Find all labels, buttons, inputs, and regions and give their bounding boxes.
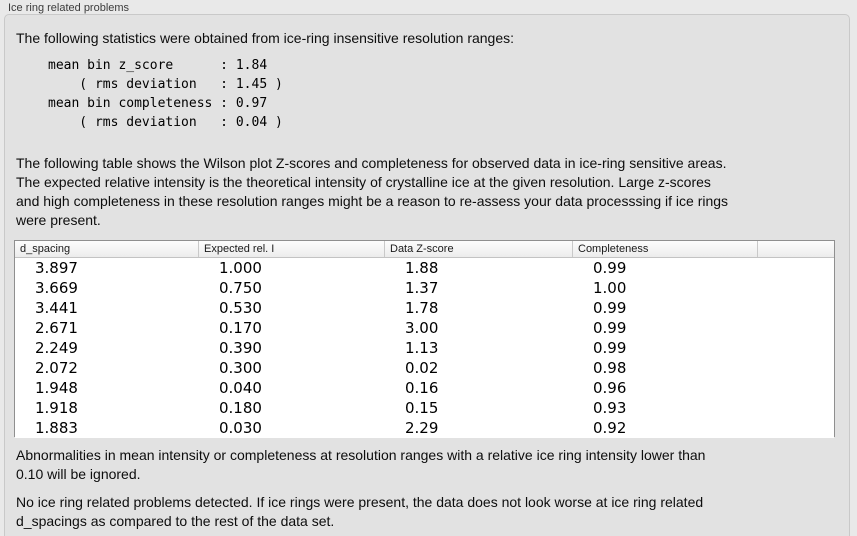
table-cell: 0.99 bbox=[593, 259, 627, 277]
table-cell: 0.040 bbox=[219, 379, 262, 397]
column-header-d-spacing[interactable]: d_spacing bbox=[15, 241, 199, 257]
table-cell: 0.030 bbox=[219, 419, 262, 437]
table-cell: 1.88 bbox=[405, 259, 439, 277]
table-cell: 2.671 bbox=[35, 319, 78, 337]
table-body: 3.897 1.000 1.88 0.99 3.669 0.750 1.37 1.00 3.44… bbox=[15, 258, 834, 438]
table-row[interactable]: 3.897 1.000 1.88 0.99 bbox=[15, 258, 834, 278]
table-row[interactable]: 2.072 0.300 0.02 0.98 bbox=[15, 358, 834, 378]
table-row[interactable]: 1.948 0.040 0.16 0.96 bbox=[15, 378, 834, 398]
table-header-row: d_spacing Expected rel. I Data Z-score Comp… bbox=[15, 241, 834, 258]
table-row[interactable]: 1.918 0.180 0.15 0.93 bbox=[15, 398, 834, 418]
table-cell: 0.16 bbox=[405, 379, 439, 397]
table-row[interactable]: 3.669 0.750 1.37 1.00 bbox=[15, 278, 834, 298]
table-cell: 3.669 bbox=[35, 279, 78, 297]
column-header-empty[interactable] bbox=[758, 241, 834, 257]
table-cell: 0.99 bbox=[593, 299, 627, 317]
table-cell: 0.300 bbox=[219, 359, 262, 377]
ice-ring-table: d_spacing Expected rel. I Data Z-score Comp… bbox=[14, 240, 835, 438]
column-header-expected-rel-i[interactable]: Expected rel. I bbox=[199, 241, 385, 257]
table-cell: 0.93 bbox=[593, 399, 627, 417]
table-cell: 1.78 bbox=[405, 299, 439, 317]
column-header-data-z-score[interactable]: Data Z-score bbox=[385, 241, 573, 257]
table-cell: 3.897 bbox=[35, 259, 78, 277]
table-cell: 1.13 bbox=[405, 339, 439, 357]
groupbox-title: Ice ring related problems bbox=[8, 2, 130, 14]
table-cell: 0.750 bbox=[219, 279, 262, 297]
table-cell: 0.15 bbox=[405, 399, 439, 417]
table-row[interactable]: 3.441 0.530 1.78 0.99 bbox=[15, 298, 834, 318]
ignore-note-text: Abnormalities in mean intensity or compl… bbox=[16, 447, 706, 482]
table-description-text: The following table shows the Wilson plo… bbox=[16, 155, 729, 228]
table-cell: 1.948 bbox=[35, 379, 78, 397]
table-cell: 1.000 bbox=[219, 259, 262, 277]
table-cell: 2.072 bbox=[35, 359, 78, 377]
table-row[interactable]: 2.249 0.390 1.13 0.99 bbox=[15, 338, 834, 358]
table-cell: 0.96 bbox=[593, 379, 627, 397]
table-cell: 0.390 bbox=[219, 339, 262, 357]
table-cell: 2.29 bbox=[405, 419, 439, 437]
table-cell: 0.98 bbox=[593, 359, 627, 377]
table-cell: 1.00 bbox=[593, 279, 627, 297]
table-row[interactable]: 1.883 0.030 2.29 0.92 bbox=[15, 418, 834, 438]
conclusion-text: No ice ring related problems detected. I… bbox=[16, 494, 704, 529]
table-cell: 1.37 bbox=[405, 279, 439, 297]
table-cell: 0.92 bbox=[593, 419, 627, 437]
table-cell: 0.170 bbox=[219, 319, 262, 337]
column-header-completeness[interactable]: Completeness bbox=[573, 241, 758, 257]
table-cell: 1.918 bbox=[35, 399, 78, 417]
table-cell: 0.99 bbox=[593, 319, 627, 337]
table-cell: 1.883 bbox=[35, 419, 78, 437]
table-cell: 0.180 bbox=[219, 399, 262, 417]
table-cell: 3.441 bbox=[35, 299, 78, 317]
table-row[interactable]: 2.671 0.170 3.00 0.99 bbox=[15, 318, 834, 338]
stats-intro-text: The following statistics were obtained f… bbox=[16, 30, 515, 46]
table-cell: 0.530 bbox=[219, 299, 262, 317]
stats-values-text: mean bin z_score : 1.84 ( rms deviation … bbox=[48, 58, 283, 130]
table-cell: 0.99 bbox=[593, 339, 627, 357]
table-cell: 2.249 bbox=[35, 339, 78, 357]
table-cell: 0.02 bbox=[405, 359, 439, 377]
table-cell: 3.00 bbox=[405, 319, 439, 337]
